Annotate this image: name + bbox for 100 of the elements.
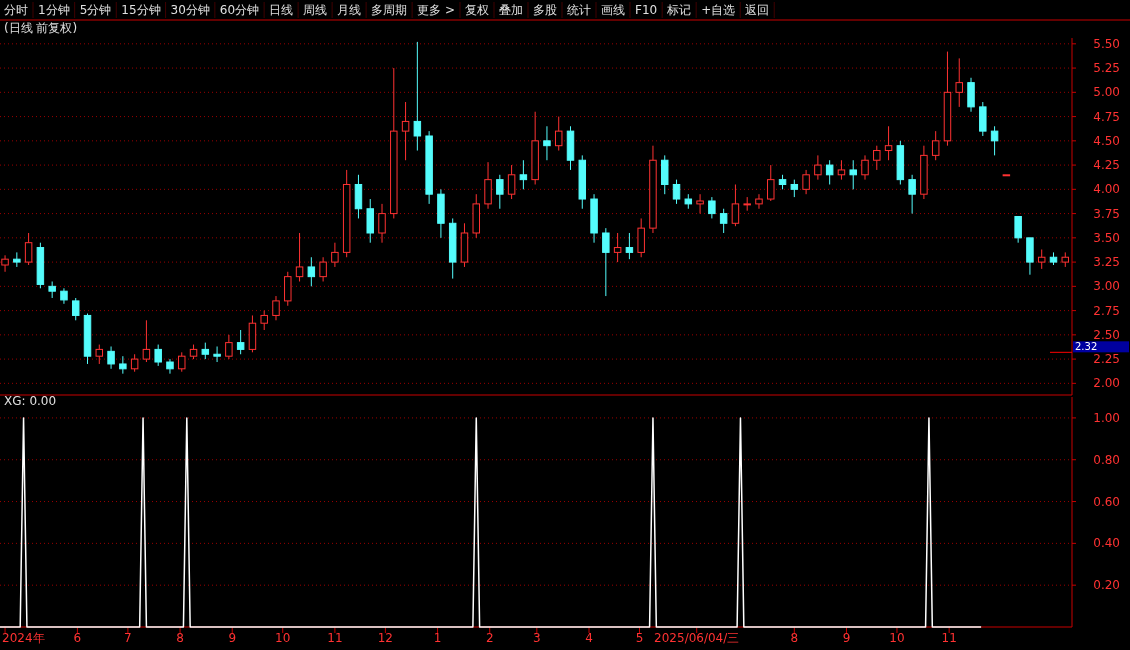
candlestick [696,193,704,215]
candlestick [767,164,775,202]
y-tick-label: 5.00 [1093,85,1120,100]
candlestick [990,125,999,156]
y-tick-label: 4.50 [1093,133,1120,148]
candlestick [625,232,634,260]
candlestick [849,159,857,190]
candlestick [908,174,916,215]
y-tick-label: 4.75 [1093,109,1120,124]
candlestick [119,355,127,375]
candlestick [825,159,834,185]
y-tick-label: 3.50 [1093,230,1120,245]
candlestick [731,183,740,227]
y-tick-label: 0.20 [1093,578,1120,593]
text: 多股 [533,3,557,17]
candlestick [166,358,174,375]
text: 30分钟 [170,3,210,17]
x-tick-label: 12 [377,631,394,645]
x-tick-label: 8 [176,631,184,645]
candlestick [378,203,386,244]
ref-line-label: 2.32 [1075,341,1098,353]
text: 日线 [269,3,294,17]
candlestick [225,334,233,360]
text: 15分钟 [121,3,161,17]
candlestick [884,125,893,161]
candlestick [295,232,304,282]
y-tick-label: 3.00 [1093,279,1120,294]
x-tick-label: 2024年 [2,631,45,645]
candlestick [319,256,327,282]
candlestick [755,193,763,210]
text: 分时 [4,3,28,17]
x-tick-label: 10 [889,631,905,645]
x-tick-label: 11 [327,631,343,645]
x-tick-label: 4 [585,631,593,645]
text: 标记 [666,3,692,17]
candlestick [236,329,245,355]
x-tick-label: 5 [635,631,644,645]
text: 月线 [337,3,362,17]
candlestick [955,57,963,108]
x-tick-label: 2 [485,631,494,645]
candlestick [543,125,551,161]
y-tick-label: 3.25 [1093,255,1120,270]
x-tick-label: 11 [941,631,957,645]
candlestick [413,41,422,152]
candlestick [95,344,104,365]
x-tick-label: 10 [275,631,291,645]
candlestick [719,208,728,234]
candlestick [496,174,504,210]
candlestick [1,254,9,273]
candlestick [260,310,268,331]
text: 60分钟 [219,3,260,17]
y-tick-label: 0.80 [1093,452,1120,467]
text: 统计 [567,3,591,17]
x-tick-label: 1 [433,631,442,645]
y-tick-label: 2.75 [1093,303,1120,318]
y-tick-label: 0.40 [1093,536,1120,551]
candlestick [307,256,316,287]
candlestick [24,232,33,266]
y-tick-label: 5.50 [1093,36,1120,51]
x-tick-label: 7 [124,631,132,645]
text: F10 [635,3,658,17]
text: 复权 [465,3,489,17]
y-tick-label: 4.25 [1093,158,1120,173]
chart-title: (日线 前复权) [4,21,78,35]
candlestick [931,130,940,161]
text: 更多 > [417,3,455,17]
text: 画线 [601,3,625,17]
text: 返回 [745,3,770,17]
candlestick [71,297,80,321]
candlestick [213,345,221,363]
candlestick [814,154,822,181]
candlestick [178,351,186,373]
text: 周线 [303,3,328,17]
candlestick [401,101,410,161]
x-tick-label: 8 [790,631,799,645]
y-tick-label: 5.25 [1093,61,1120,76]
candlestick [672,179,681,205]
x-tick-label: 3 [533,631,541,645]
candlestick [507,164,516,200]
x-tick-label: 9 [228,631,237,645]
x-tick-label: 6 [73,631,82,645]
x-tick-label: 9 [842,631,851,645]
candlestick [613,232,622,263]
y-tick-label: 2.00 [1093,376,1120,391]
candlestick [861,154,869,181]
candlestick [873,145,881,171]
candlestick [1037,248,1046,270]
chart-title: XG: 0.00 [4,394,57,408]
candlestick [142,319,151,363]
candlestick [272,295,280,321]
y-tick-label: 2.25 [1093,352,1120,367]
candlestick [802,169,810,195]
text: 叠加 [499,3,523,17]
candlestick [554,116,563,152]
text: 5分钟 [79,3,112,17]
candlestick [602,227,610,297]
y-tick-label: 4.00 [1093,182,1120,197]
x-tick-label: 2025/06/04/三 [654,631,740,645]
candlestick [708,196,716,219]
candlestick [837,159,846,181]
